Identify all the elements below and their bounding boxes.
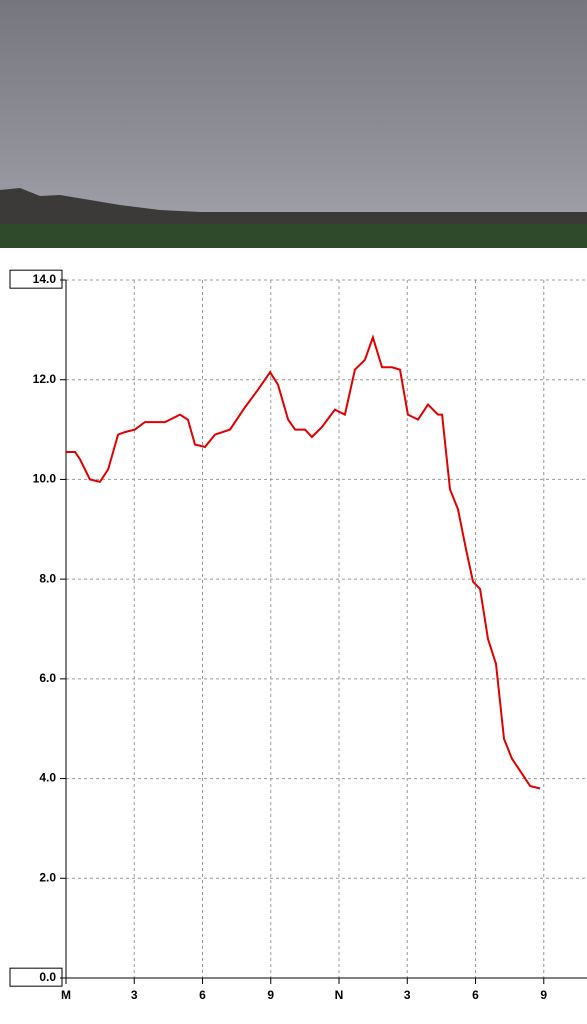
x-tick-label: 9 — [267, 988, 274, 1002]
x-tick-label: N — [335, 988, 344, 1002]
y-tick-label: 6.0 — [39, 671, 56, 685]
field — [0, 224, 587, 248]
x-tick-label: 6 — [472, 988, 479, 1002]
y-tick-label: 4.0 — [39, 771, 56, 785]
x-tick-label: M — [61, 988, 71, 1002]
data-line — [66, 334, 541, 790]
y-tick-label: 10.0 — [33, 472, 57, 486]
chart: 0.0 2.0 4.0 6.0 8.0 10.0 12.0 14.0 M 3 6 9 N 3 6 9 — [9, 269, 587, 1002]
photo — [0, 0, 587, 248]
label-box — [9, 269, 63, 289]
y-tick-label: 8.0 — [39, 571, 56, 585]
label-box — [9, 967, 63, 987]
x-tick-label: 6 — [199, 988, 206, 1002]
y-tick-label: 12.0 — [33, 372, 57, 386]
x-tick-label: 3 — [404, 988, 411, 1002]
y-tick-label: 2.0 — [39, 870, 56, 884]
x-tick-label: 9 — [540, 988, 547, 1002]
x-tick-label: 3 — [131, 988, 138, 1002]
houses — [0, 188, 587, 230]
y-tick-label: 0.0 — [39, 970, 56, 984]
y-tick-label: 14.0 — [33, 272, 57, 286]
